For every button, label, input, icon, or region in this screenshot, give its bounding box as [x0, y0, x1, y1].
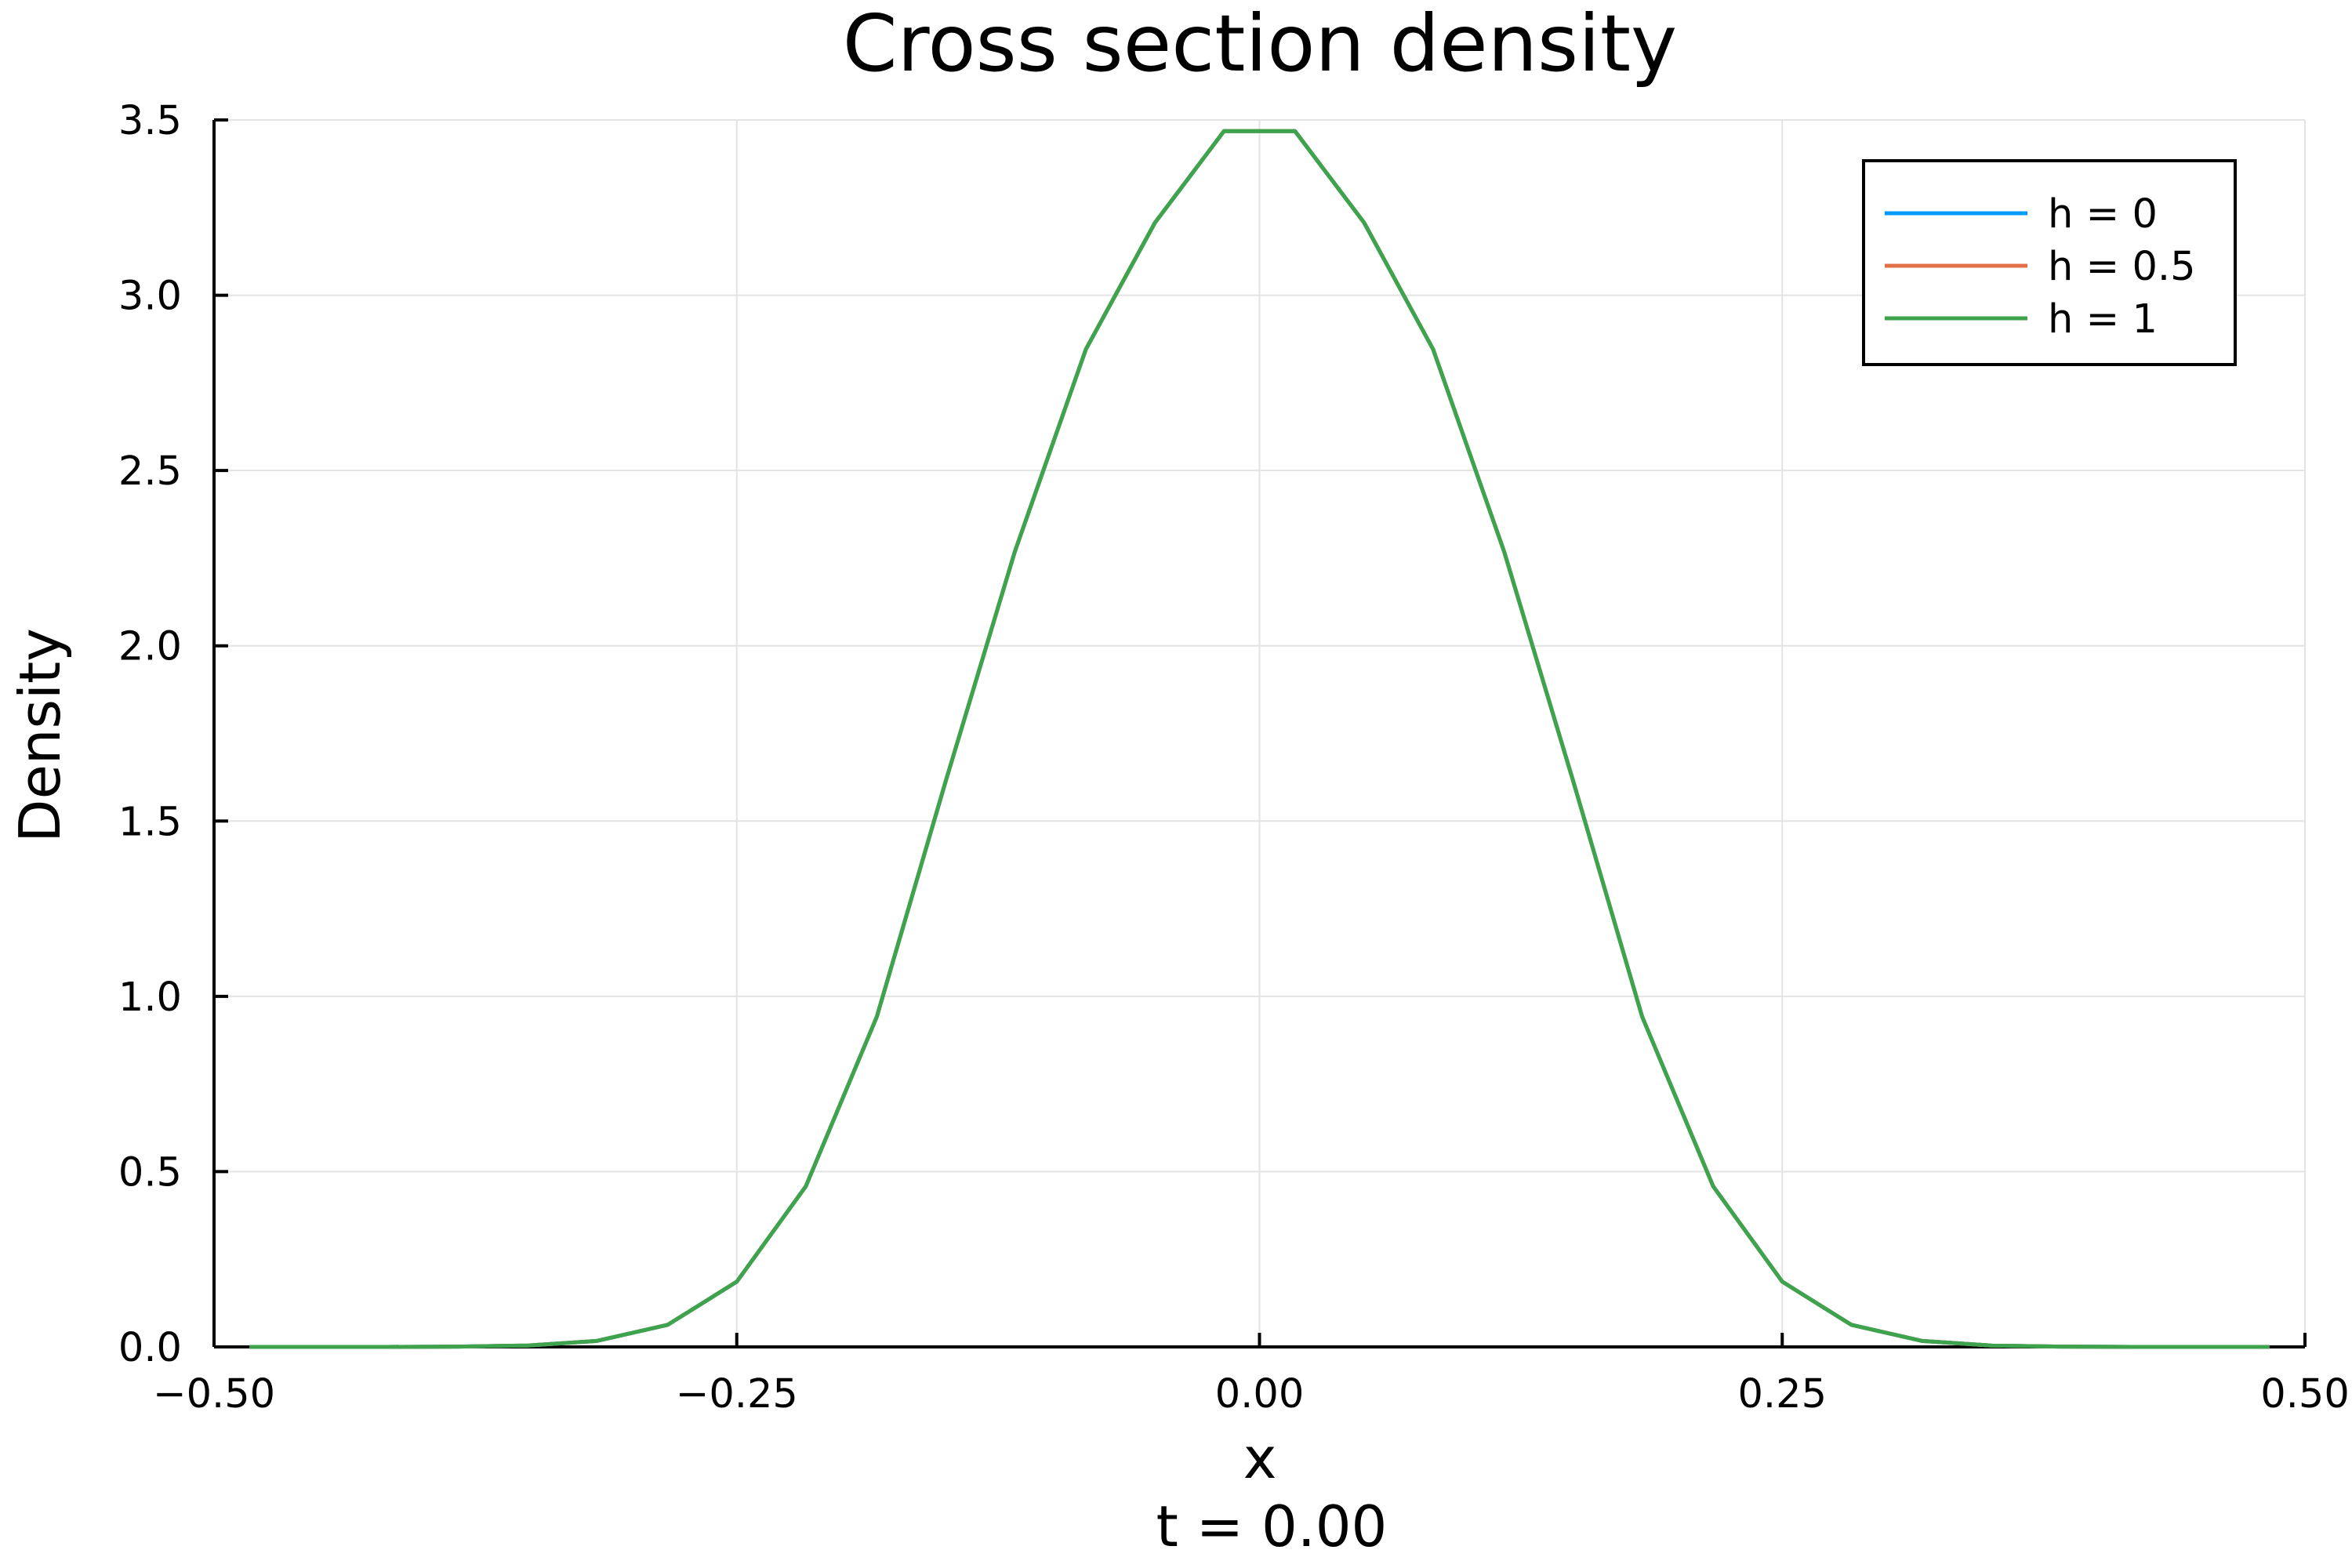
chart-title: Cross section density — [843, 0, 1678, 89]
x-tick-label: −0.50 — [153, 1371, 275, 1417]
legend: h = 0 h = 0.5 h = 1 — [1862, 159, 2237, 366]
x-tick-label: 0.25 — [1737, 1371, 1827, 1417]
legend-label: h = 0 — [2048, 191, 2158, 238]
x-tick-label: −0.25 — [676, 1371, 798, 1417]
y-tick-label: 1.5 — [118, 799, 182, 845]
legend-box — [1862, 159, 2237, 366]
y-tick-label: 3.0 — [118, 274, 182, 320]
y-tick-label: 2.0 — [118, 624, 182, 670]
legend-label: h = 1 — [2048, 296, 2158, 343]
tick-labels: −0.50 −0.25 0.00 0.25 0.50 0.0 0.5 1.0 1.5 2.0 2.5… — [118, 98, 2350, 1417]
y-axis-label: Density — [7, 628, 73, 843]
series-line — [249, 129, 2270, 1349]
legend-label: h = 0.5 — [2048, 244, 2196, 290]
chart-subtitle: t = 0.00 — [1156, 1494, 1388, 1559]
x-axis-label: x — [1243, 1425, 1277, 1491]
tick-marks — [212, 118, 2307, 1348]
data-series — [249, 129, 2270, 1349]
x-tick-label: 0.00 — [1215, 1371, 1305, 1417]
y-tick-label: 1.0 — [118, 975, 182, 1021]
y-tick-label: 0.5 — [118, 1149, 182, 1196]
grid — [213, 119, 2306, 1348]
y-tick-label: 3.5 — [118, 98, 182, 144]
y-tick-label: 0.0 — [118, 1325, 182, 1371]
y-tick-label: 2.5 — [118, 448, 182, 495]
x-tick-label: 0.50 — [2260, 1371, 2350, 1417]
